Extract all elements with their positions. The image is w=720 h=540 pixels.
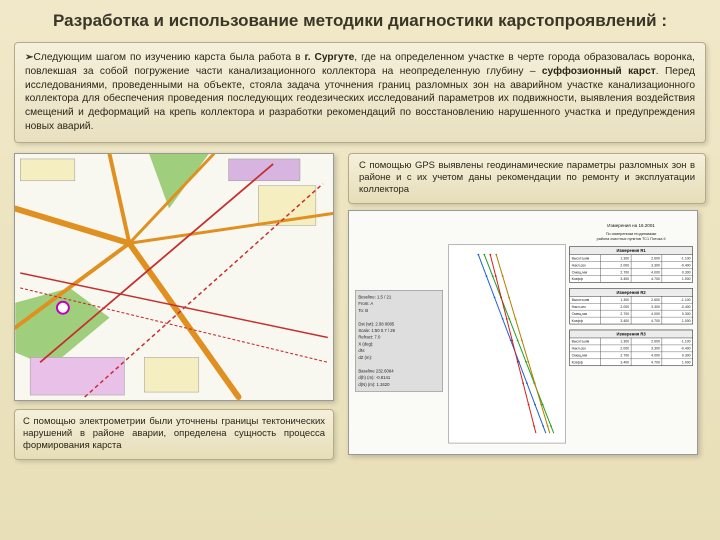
svg-text:dN:: dN: [358, 348, 365, 353]
svg-text:-1.100: -1.100 [681, 339, 691, 343]
svg-text:-1.100: -1.100 [681, 256, 691, 260]
svg-text:0.300: 0.300 [682, 270, 691, 274]
svg-text:Высота,мм: Высота,мм [572, 256, 590, 260]
svg-text:района очистных пунктов ТС1 По: района очистных пунктов ТС1 Потока II [597, 236, 666, 240]
svg-text:Высота,мм: Высота,мм [572, 339, 590, 343]
right-column: С помощью GPS выявлены геодинамические п… [348, 153, 706, 460]
page-title: Разработка и использование методики диаг… [0, 0, 720, 38]
svg-text:From: A: From: A [358, 301, 373, 306]
svg-text:Смещ,мм: Смещ,мм [572, 312, 588, 316]
svg-text:d(h) (m): -0.8141: d(h) (m): -0.8141 [358, 375, 391, 380]
svg-text:Смещ,мм: Смещ,мм [572, 353, 588, 357]
svg-text:4.000: 4.000 [651, 312, 660, 316]
svg-text:2.600: 2.600 [651, 256, 660, 260]
svg-text:Коэфф: Коэфф [572, 319, 584, 323]
svg-text:3.300: 3.300 [651, 305, 660, 309]
svg-text:Измерения на 16.2001: Измерения на 16.2001 [607, 223, 655, 228]
content-row: С помощью электрометрии были уточнены гр… [0, 147, 720, 460]
svg-text:1.300: 1.300 [620, 256, 629, 260]
svg-text:To: B: To: B [358, 307, 368, 312]
svg-text:Коэфф: Коэфф [572, 360, 584, 364]
svg-text:3.300: 3.300 [651, 346, 660, 350]
chart-panel: Beseline: 1.5 / 21 From: ATo: B Dst (wt): … [348, 210, 698, 455]
svg-text:1.000: 1.000 [682, 277, 691, 281]
map-panel [14, 153, 334, 401]
svg-text:Высота,мм: Высота,мм [572, 298, 590, 302]
svg-text:Коэфф: Коэфф [572, 277, 584, 281]
left-caption: С помощью электрометрии были уточнены гр… [14, 409, 334, 460]
svg-text:Beseline: 1.5 / 21: Beseline: 1.5 / 21 [358, 294, 391, 299]
karst-term: суффозионный карст [542, 66, 656, 77]
svg-text:Scale: 1:50 0.7 / 26: Scale: 1:50 0.7 / 26 [358, 328, 395, 333]
svg-text:2.600: 2.600 [651, 339, 660, 343]
svg-text:Refract: 7.0: Refract: 7.0 [358, 334, 381, 339]
svg-text:1.300: 1.300 [620, 339, 629, 343]
svg-text:2.000: 2.000 [620, 263, 629, 267]
map-svg [15, 154, 333, 400]
chart-svg: Beseline: 1.5 / 21 From: ATo: B Dst (wt): … [349, 211, 697, 454]
svg-text:1.300: 1.300 [620, 298, 629, 302]
left-column: С помощью электрометрии были уточнены гр… [14, 153, 334, 460]
svg-text:Измерения R1: Измерения R1 [617, 248, 647, 253]
svg-text:4.000: 4.000 [651, 353, 660, 357]
svg-text:Измерения R2: Измерения R2 [617, 290, 647, 295]
svg-text:Dst (wt): 2.08 0085: Dst (wt): 2.08 0085 [358, 321, 395, 326]
svg-text:Накл,сек: Накл,сек [572, 305, 587, 309]
svg-text:1.000: 1.000 [682, 319, 691, 323]
svg-text:Измерения R3: Измерения R3 [617, 331, 647, 336]
svg-text:3.300: 3.300 [651, 263, 660, 267]
city-name: г. Сургуте [304, 52, 354, 63]
bullet-arrow-icon: ➢ [25, 52, 34, 63]
svg-text:2.600: 2.600 [651, 298, 660, 302]
svg-text:X (deg):: X (deg): [358, 341, 373, 346]
svg-text:1.000: 1.000 [682, 360, 691, 364]
svg-text:-0.400: -0.400 [681, 263, 691, 267]
svg-text:3.400: 3.400 [620, 277, 629, 281]
svg-text:dZ (m):: dZ (m): [358, 355, 372, 360]
svg-text:2.700: 2.700 [620, 312, 629, 316]
svg-text:2.000: 2.000 [620, 346, 629, 350]
svg-text:2.700: 2.700 [620, 270, 629, 274]
svg-text:Накл,сек: Накл,сек [572, 346, 587, 350]
svg-text:2.700: 2.700 [620, 353, 629, 357]
svg-text:-0.400: -0.400 [681, 305, 691, 309]
svg-text:0.300: 0.300 [682, 353, 691, 357]
svg-text:-0.400: -0.400 [681, 346, 691, 350]
main-text-prefix: Следующим шагом по изучению карста была … [34, 52, 305, 63]
svg-text:d(N) (m): 1.3420: d(N) (m): 1.3420 [358, 382, 390, 387]
svg-text:2.000: 2.000 [620, 305, 629, 309]
svg-text:4.700: 4.700 [651, 319, 660, 323]
svg-text:4.700: 4.700 [651, 360, 660, 364]
svg-text:По измерениям геодинамики: По измерениям геодинамики [606, 232, 657, 236]
svg-text:4.700: 4.700 [651, 277, 660, 281]
main-description: ➢Следующим шагом по изучению карста была… [14, 42, 706, 143]
svg-text:3.400: 3.400 [620, 319, 629, 323]
svg-text:3.400: 3.400 [620, 360, 629, 364]
svg-text:Baseline 232.6084: Baseline 232.6084 [358, 368, 394, 373]
svg-text:Накл,сек: Накл,сек [572, 263, 587, 267]
svg-text:Смещ,мм: Смещ,мм [572, 270, 588, 274]
svg-text:0.300: 0.300 [682, 312, 691, 316]
right-caption: С помощью GPS выявлены геодинамические п… [348, 153, 706, 204]
svg-text:-1.100: -1.100 [681, 298, 691, 302]
svg-text:4.000: 4.000 [651, 270, 660, 274]
